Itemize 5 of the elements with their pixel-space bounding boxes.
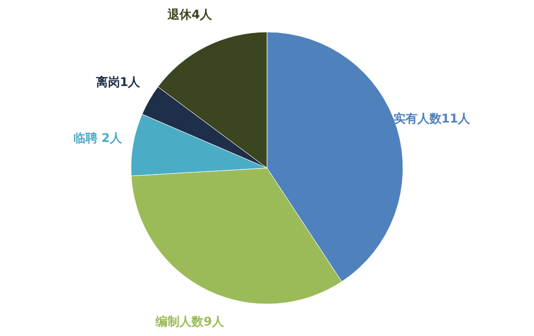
slice-label: 实有人数11人 bbox=[393, 112, 472, 126]
slice-label: 退休4人 bbox=[166, 7, 213, 22]
slice-label: 离岗1人 bbox=[94, 75, 142, 89]
slice-label: 编制人数9人 bbox=[154, 314, 225, 329]
slice-label: 临聘 2人 bbox=[73, 131, 123, 146]
